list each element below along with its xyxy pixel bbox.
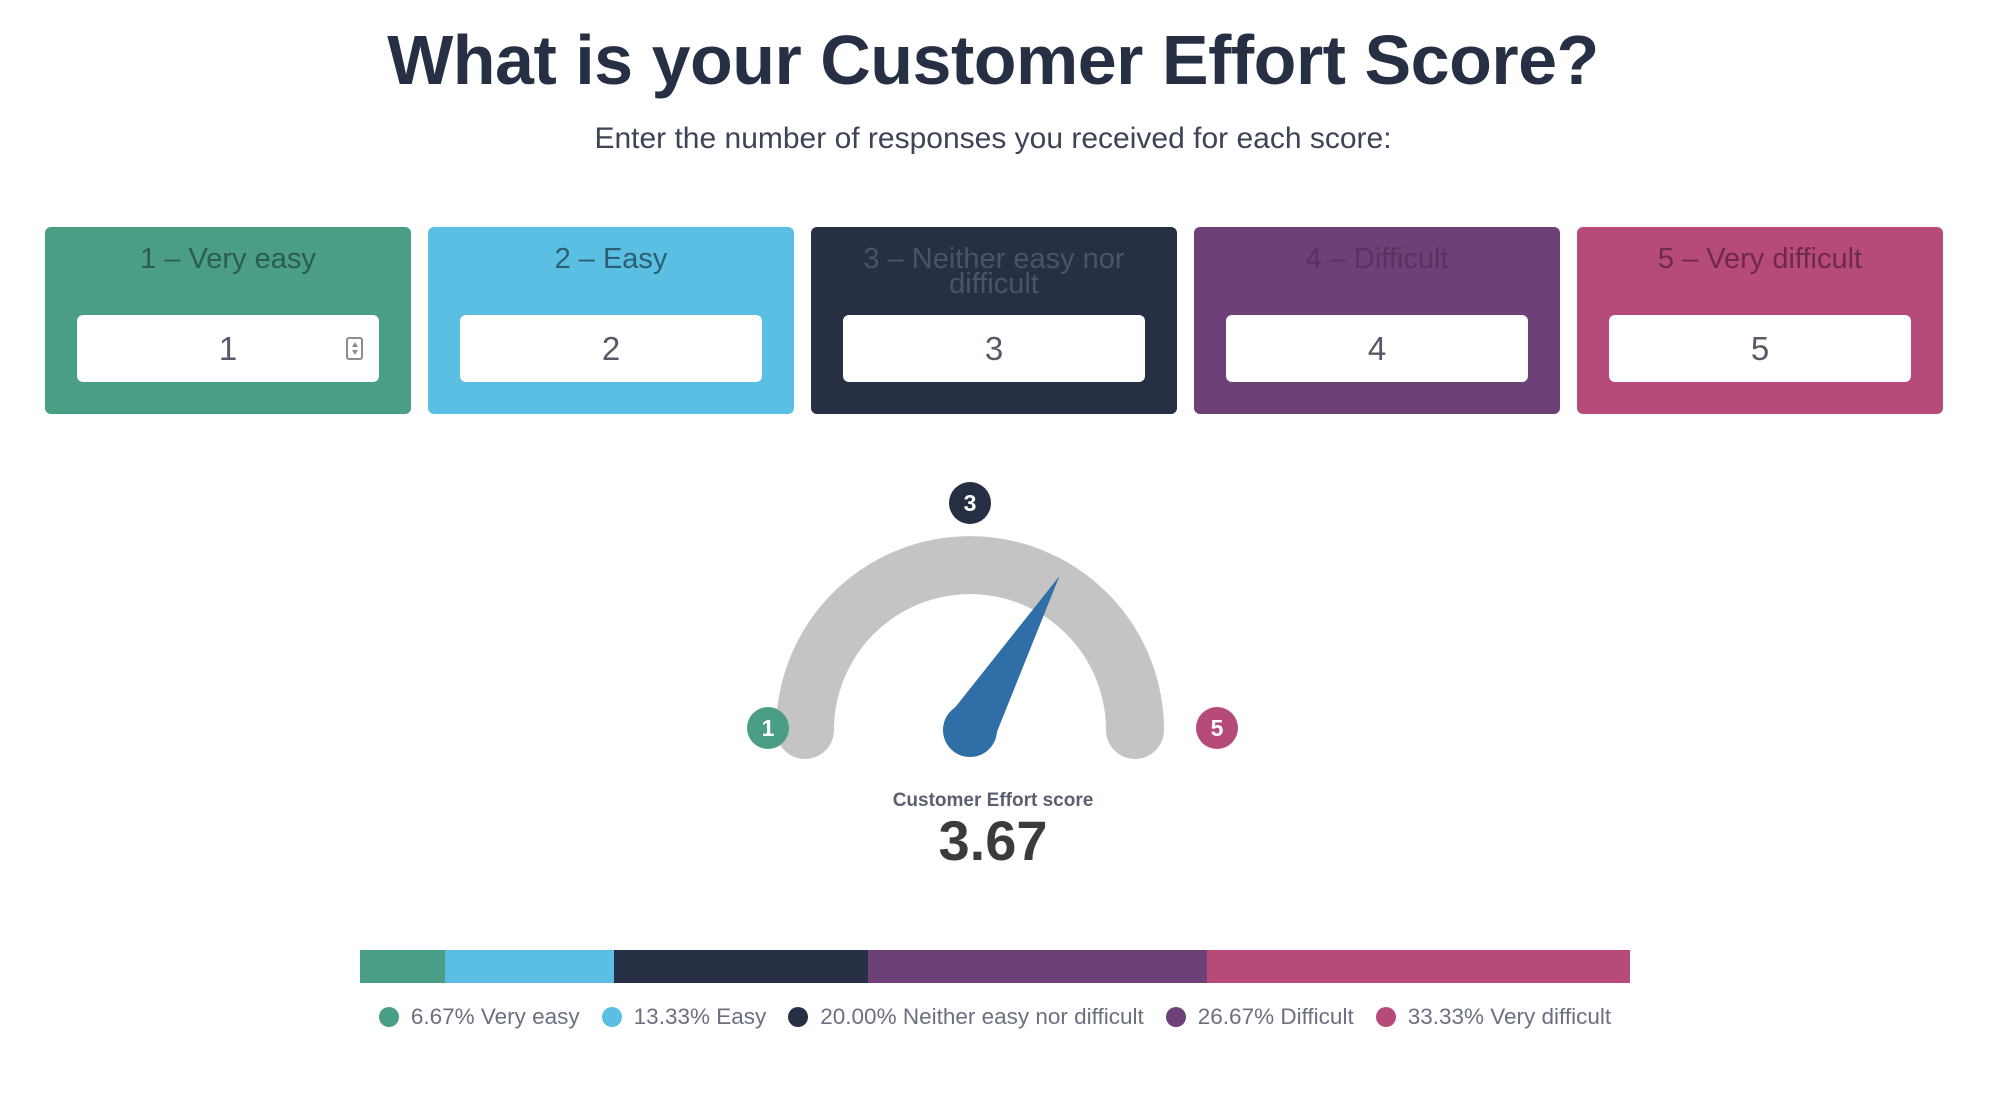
legend-dot-icon: [788, 1007, 809, 1027]
distribution-segment-neither: [614, 950, 868, 983]
legend-item-very-difficult: 33.33% Very difficult: [1375, 1004, 1612, 1030]
legend-label: 33.33% Very difficult: [1407, 1004, 1612, 1029]
score-card-label: 5 – Very difficult: [1657, 243, 1863, 275]
gauge-marker-max: 5: [1196, 707, 1238, 749]
gauge-needle-hub: [943, 703, 997, 757]
legend-item-difficult: 26.67% Difficult: [1165, 1004, 1354, 1030]
legend-label: 6.67% Very easy: [410, 1004, 580, 1029]
distribution-segment-easy: [444, 950, 614, 983]
number-spinner-icon[interactable]: [346, 337, 363, 360]
gauge-max-label: 5: [1211, 715, 1224, 741]
gauge-needle: [947, 576, 1060, 744]
legend-dot-icon: [378, 1007, 399, 1027]
score-card-2: 2 – Easy 2: [428, 227, 794, 414]
effort-gauge: 1 3 5: [747, 482, 1238, 759]
distribution-segment-very-easy: [360, 950, 445, 983]
page-subtitle: Enter the number of responses you receiv…: [594, 122, 1392, 155]
score-value: 3.67: [938, 809, 1048, 872]
score-input-5[interactable]: 5: [1609, 315, 1911, 382]
page-title: What is your Customer Effort Score?: [387, 21, 1599, 99]
legend-label: 26.67% Difficult: [1197, 1004, 1354, 1029]
gauge-marker-mid: 3: [949, 482, 991, 524]
distribution-segment-very-difficult: [1206, 950, 1630, 983]
score-caption: Customer Effort score: [892, 790, 1094, 811]
score-card-label: 2 – Easy: [554, 243, 668, 275]
score-input-2[interactable]: 2: [460, 315, 762, 382]
distribution-bar: [360, 950, 1630, 983]
score-input-1[interactable]: 1: [77, 315, 379, 382]
legend-label: 20.00% Neither easy nor difficult: [820, 1004, 1144, 1029]
score-card-1: 1 – Very easy 1: [45, 227, 411, 414]
score-input-3[interactable]: 3: [843, 315, 1145, 382]
score-input-cards: 1 – Very easy 1 2 – Easy 2 3 – Neither e…: [45, 227, 1945, 414]
legend-label: 13.33% Easy: [633, 1004, 767, 1029]
score-card-label: 1 – Very easy: [140, 243, 316, 275]
score-card-label: 3 – Neither easy nor difficult: [863, 243, 1125, 300]
score-card-3: 3 – Neither easy nor difficult 3: [811, 227, 1177, 414]
legend-item-very-easy: 6.67% Very easy: [378, 1004, 580, 1030]
score-card-label: 4 – Difficult: [1305, 243, 1449, 275]
legend-dot-icon: [1165, 1007, 1186, 1027]
gauge-track: [776, 536, 1164, 759]
legend-item-easy: 13.33% Easy: [601, 1004, 767, 1030]
distribution-segment-difficult: [868, 950, 1207, 983]
score-input-4[interactable]: 4: [1226, 315, 1528, 382]
gauge-mid-label: 3: [964, 490, 977, 516]
gauge-marker-min: 1: [747, 707, 789, 749]
legend-dot-icon: [1375, 1007, 1396, 1027]
gauge-min-label: 1: [762, 715, 775, 741]
legend-dot-icon: [601, 1007, 622, 1027]
score-card-4: 4 – Difficult 4: [1194, 227, 1560, 414]
legend-item-neither: 20.00% Neither easy nor difficult: [788, 1004, 1144, 1030]
distribution-legend: 6.67% Very easy 13.33% Easy 20.00% Neith…: [360, 1000, 1630, 1034]
score-card-5: 5 – Very difficult 5: [1577, 227, 1943, 414]
